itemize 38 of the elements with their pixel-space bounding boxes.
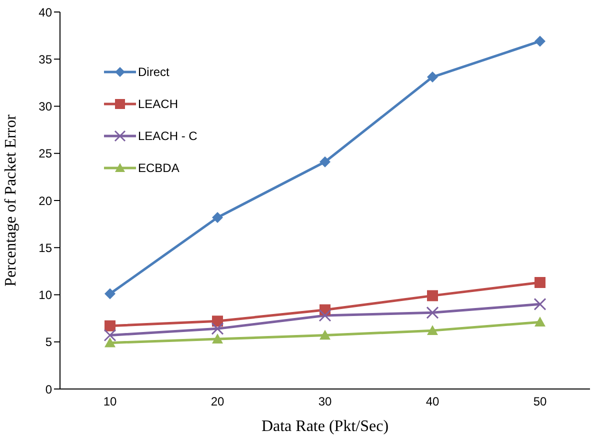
- point: [104, 320, 116, 332]
- x-tick-label: 10: [103, 394, 117, 409]
- point: [212, 334, 223, 344]
- legend-label: LEACH: [138, 97, 178, 111]
- point: [212, 212, 223, 223]
- point: [534, 276, 546, 288]
- x-tick-label: 50: [533, 394, 547, 409]
- y-tick-label: 20: [38, 194, 52, 208]
- y-tick-label: 30: [38, 100, 52, 114]
- point: [427, 72, 438, 83]
- point: [534, 36, 546, 47]
- legend-label: Direct: [138, 65, 170, 79]
- point: [427, 290, 438, 302]
- point: [211, 322, 224, 335]
- point: [534, 298, 546, 310]
- point: [104, 337, 116, 348]
- y-tick-label: 15: [38, 240, 52, 255]
- y-tick-label: 5: [45, 335, 52, 350]
- point: [104, 288, 116, 300]
- x-tick-label: 30: [318, 394, 332, 409]
- y-tick-label: 0: [45, 382, 52, 396]
- y-axis-title: Percentage of Packet Error: [2, 114, 20, 286]
- point: [318, 309, 332, 322]
- point: [426, 306, 439, 319]
- x-tick-label: 20: [210, 394, 224, 409]
- y-tick-label: 10: [38, 288, 52, 302]
- x-tick-label: 40: [426, 394, 440, 409]
- legend-label: LEACH - C: [138, 129, 198, 143]
- point: [320, 330, 330, 340]
- point: [534, 316, 546, 326]
- point: [104, 329, 116, 342]
- y-tick-label: 35: [38, 52, 52, 66]
- x-axis-title: Data Rate (Pkt/Sec): [261, 418, 389, 435]
- y-tick-label: 25: [38, 146, 52, 161]
- legend-label: ECBDA: [138, 161, 180, 175]
- y-tick-label: 40: [38, 5, 52, 20]
- point: [427, 325, 438, 335]
- point: [320, 156, 330, 168]
